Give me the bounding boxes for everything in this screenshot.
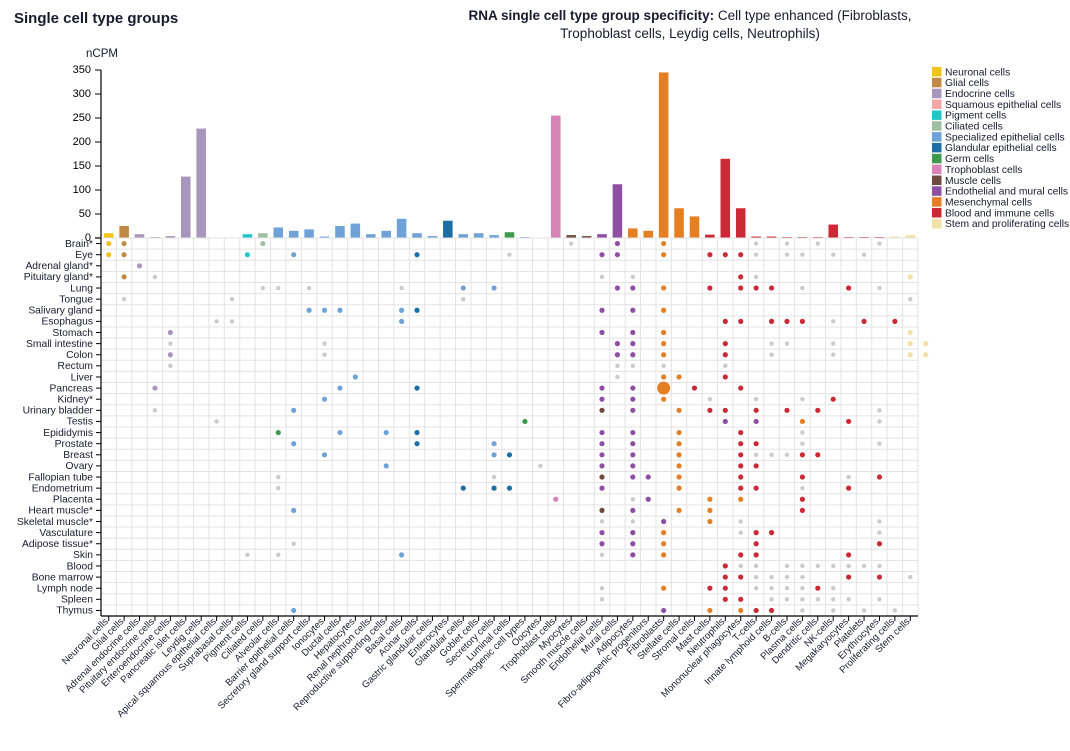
svg-text:Adrenal gland*: Adrenal gland* [25,261,93,272]
svg-text:Esophagus: Esophagus [41,317,93,328]
svg-text:100: 100 [73,184,91,196]
svg-text:Rectum: Rectum [58,361,93,372]
svg-text:Heart muscle*: Heart muscle* [28,506,93,517]
svg-text:Stem and proliferating cells: Stem and proliferating cells [945,219,1069,230]
svg-text:Glial cells: Glial cells [945,78,989,89]
svg-text:Epididymis: Epididymis [43,428,93,439]
svg-text:Brain*: Brain* [65,239,93,250]
svg-text:50: 50 [79,208,91,220]
svg-text:Ciliated cells: Ciliated cells [945,122,1003,133]
svg-text:Spleen: Spleen [61,595,93,606]
svg-text:250: 250 [73,112,91,124]
svg-text:Trophoblast cells: Trophoblast cells [945,165,1022,176]
svg-text:Lymph node: Lymph node [37,584,94,595]
svg-text:Specialized epithelial cells: Specialized epithelial cells [945,132,1065,143]
svg-text:Pancreas: Pancreas [49,383,93,394]
svg-text:300: 300 [73,88,91,100]
svg-text:Squamous epithelial cells: Squamous epithelial cells [945,100,1061,111]
svg-text:Prostate: Prostate [55,439,94,450]
svg-text:Pituitary gland*: Pituitary gland* [24,272,93,283]
svg-text:Eye: Eye [75,250,93,261]
svg-text:Lung: Lung [70,283,93,294]
svg-text:Tongue: Tongue [59,294,93,305]
svg-text:Testis: Testis [67,417,93,428]
svg-text:Adipose tissue*: Adipose tissue* [22,539,93,550]
svg-text:Endometrium: Endometrium [32,483,93,494]
svg-text:Neuronal cells: Neuronal cells [945,67,1010,78]
svg-text:Salivary gland: Salivary gland [28,306,93,317]
svg-text:Skeletal muscle*: Skeletal muscle* [17,517,93,528]
svg-text:Muscle cells: Muscle cells [945,176,1001,187]
svg-text:Liver: Liver [71,372,94,383]
svg-text:Fallopian tube: Fallopian tube [28,472,93,483]
svg-text:Breast: Breast [63,450,93,461]
svg-text:Thymus: Thymus [56,606,93,617]
svg-text:Colon: Colon [66,350,93,361]
svg-text:Placenta: Placenta [53,495,93,506]
svg-text:Vasculature: Vasculature [39,528,93,539]
svg-text:Skin: Skin [73,550,93,561]
svg-text:Blood: Blood [67,561,94,572]
svg-text:Urinary bladder: Urinary bladder [23,406,94,417]
svg-text:Germ cells: Germ cells [945,154,994,165]
svg-text:Pigment cells: Pigment cells [945,111,1006,122]
svg-text:Bone marrow: Bone marrow [32,572,94,583]
svg-text:Stomach: Stomach [52,328,93,339]
svg-text:Ovary: Ovary [66,461,94,472]
svg-text:Blood and immune cells: Blood and immune cells [945,208,1054,219]
svg-text:Small intestine: Small intestine [26,339,93,350]
svg-text:Endothelial and mural cells: Endothelial and mural cells [945,187,1068,198]
svg-text:350: 350 [73,64,91,76]
svg-text:200: 200 [73,136,91,148]
svg-text:Kidney*: Kidney* [58,395,94,406]
svg-text:Glandular epithelial cells: Glandular epithelial cells [945,143,1057,154]
svg-text:Mesenchymal cells: Mesenchymal cells [945,198,1032,209]
svg-text:Endocrine cells: Endocrine cells [945,89,1015,100]
svg-text:150: 150 [73,160,91,172]
